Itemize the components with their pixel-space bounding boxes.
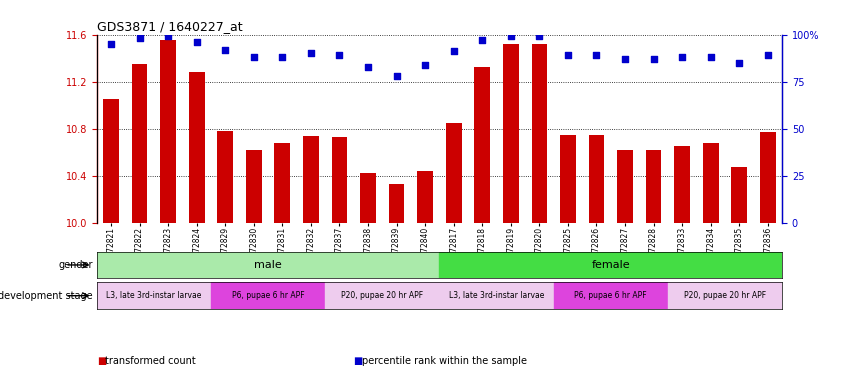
Text: development stage: development stage [0, 291, 93, 301]
Bar [560, 134, 576, 223]
Point [590, 52, 603, 58]
Bar [360, 173, 376, 223]
Bar [274, 143, 290, 223]
Bar [589, 134, 605, 223]
Text: male: male [254, 260, 282, 270]
Point [362, 63, 375, 70]
Bar [617, 150, 633, 223]
Text: female: female [591, 260, 630, 270]
Text: P6, pupae 6 hr APF: P6, pupae 6 hr APF [232, 291, 304, 300]
Text: P20, pupae 20 hr APF: P20, pupae 20 hr APF [684, 291, 766, 300]
Point [219, 46, 232, 53]
Bar [97, 252, 439, 278]
Point [161, 33, 175, 40]
Bar [439, 282, 553, 309]
Point [733, 60, 746, 66]
Point [618, 56, 632, 62]
Bar [439, 252, 782, 278]
Bar [446, 123, 462, 223]
Point [532, 33, 546, 40]
Bar [474, 68, 490, 223]
Point [333, 52, 346, 58]
Bar [325, 282, 439, 309]
Point [304, 50, 318, 56]
Text: gender: gender [58, 260, 93, 270]
Point [704, 54, 717, 60]
Bar [417, 171, 433, 223]
Point [761, 52, 775, 58]
Bar [553, 282, 668, 309]
Point [675, 54, 689, 60]
Bar [246, 150, 262, 223]
Bar [97, 282, 211, 309]
Text: percentile rank within the sample: percentile rank within the sample [362, 356, 526, 366]
Bar [760, 132, 775, 223]
Bar [668, 282, 782, 309]
Point [647, 56, 660, 62]
Bar [217, 131, 233, 223]
Text: P6, pupae 6 hr APF: P6, pupae 6 hr APF [574, 291, 647, 300]
Text: L3, late 3rd-instar larvae: L3, late 3rd-instar larvae [106, 291, 202, 300]
Bar [103, 99, 119, 223]
Bar [703, 143, 718, 223]
Point [276, 54, 289, 60]
Bar [732, 167, 747, 223]
Bar [532, 44, 547, 223]
Point [475, 37, 489, 43]
Point [133, 35, 146, 41]
Text: ■: ■ [97, 356, 106, 366]
Point [504, 33, 517, 40]
Text: GDS3871 / 1640227_at: GDS3871 / 1640227_at [97, 20, 242, 33]
Point [104, 41, 118, 47]
Bar [503, 44, 519, 223]
Bar [189, 72, 204, 223]
Point [561, 52, 574, 58]
Point [247, 54, 261, 60]
Bar [132, 64, 147, 223]
Point [419, 61, 432, 68]
Bar [211, 282, 325, 309]
Bar [674, 146, 690, 223]
Point [390, 73, 404, 79]
Bar [161, 40, 176, 223]
Text: ■: ■ [353, 356, 362, 366]
Bar [303, 136, 319, 223]
Point [190, 39, 204, 45]
Bar [389, 184, 405, 223]
Text: P20, pupae 20 hr APF: P20, pupae 20 hr APF [341, 291, 423, 300]
Text: L3, late 3rd-instar larvae: L3, late 3rd-instar larvae [449, 291, 544, 300]
Text: transformed count: transformed count [105, 356, 196, 366]
Point [447, 48, 460, 55]
Bar [646, 150, 662, 223]
Bar [331, 137, 347, 223]
